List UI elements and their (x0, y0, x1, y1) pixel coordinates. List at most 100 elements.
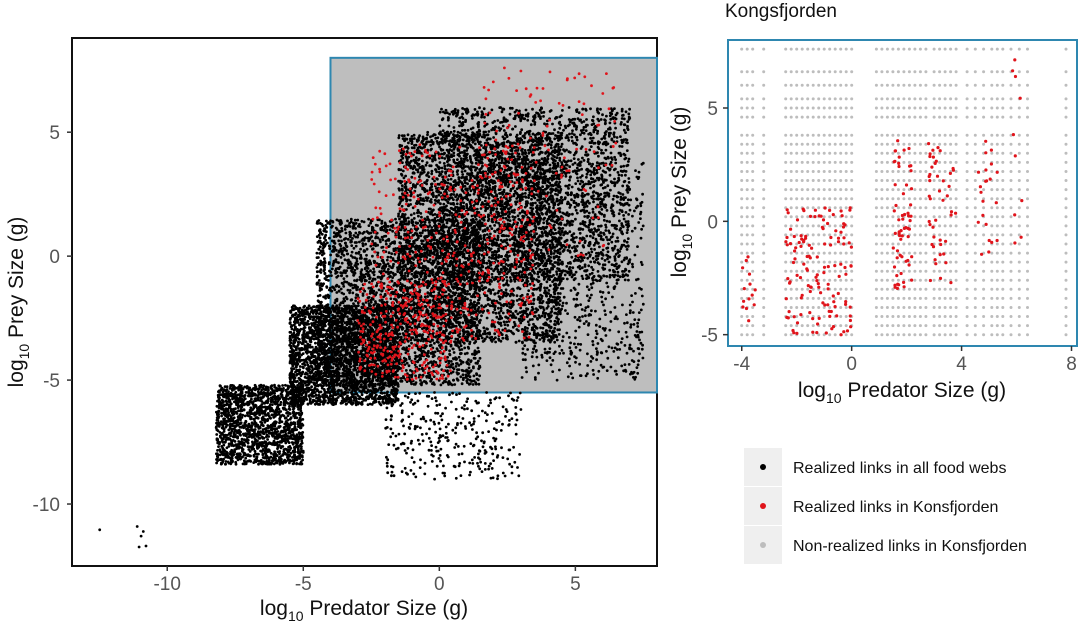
black-point (314, 328, 318, 332)
black-point (237, 397, 241, 401)
black-point (349, 386, 353, 389)
black-point (347, 374, 351, 377)
black-point (290, 390, 293, 393)
black-point (382, 269, 386, 273)
black-point (314, 341, 317, 345)
black-point (261, 396, 264, 399)
black-point (352, 386, 356, 390)
black-point (241, 401, 245, 405)
black-point (449, 371, 453, 375)
black-point (277, 394, 280, 398)
black-point (333, 339, 337, 343)
black-point (135, 525, 139, 528)
black-point (244, 391, 248, 394)
black-point (296, 394, 300, 397)
black-point (251, 442, 255, 445)
black-point (285, 453, 288, 456)
black-point (370, 393, 374, 396)
black-point (312, 382, 316, 386)
black-point (300, 402, 304, 405)
black-point (263, 391, 266, 395)
black-point (308, 399, 312, 403)
black-point (215, 418, 219, 422)
black-point (256, 394, 260, 398)
black-point (309, 371, 312, 375)
black-point (254, 385, 258, 389)
black-point (242, 451, 246, 455)
black-point (231, 393, 235, 396)
black-point (240, 395, 244, 398)
black-point (232, 427, 236, 431)
black-point (222, 435, 226, 439)
black-point (246, 432, 250, 436)
black-point (339, 361, 343, 364)
black-point (216, 449, 219, 452)
black-point (259, 449, 262, 453)
black-point (220, 458, 224, 462)
black-point (219, 420, 223, 423)
black-point (300, 422, 304, 426)
black-point (240, 446, 244, 450)
black-point (259, 391, 262, 395)
black-point (229, 419, 233, 423)
black-point (351, 291, 355, 295)
black-point (223, 417, 227, 421)
black-point (313, 387, 317, 391)
black-point (261, 431, 265, 435)
black-point (270, 428, 274, 432)
black-point (269, 455, 273, 459)
black-point (390, 252, 394, 256)
black-point (372, 388, 376, 392)
black-point (288, 321, 292, 325)
black-point (260, 408, 263, 412)
black-point (321, 400, 324, 404)
black-point (305, 372, 309, 376)
black-point (245, 453, 249, 457)
black-point (343, 390, 347, 394)
black-point (348, 398, 352, 402)
black-point (365, 391, 369, 395)
black-point (390, 400, 393, 404)
black-point (368, 402, 372, 406)
black-point (269, 400, 273, 404)
black-point (288, 458, 292, 462)
black-point (304, 384, 308, 387)
black-point (244, 460, 247, 464)
black-point (236, 435, 240, 438)
black-point (299, 318, 303, 322)
black-point (253, 388, 257, 392)
black-point (367, 397, 370, 400)
black-point (330, 385, 334, 388)
black-point (376, 358, 380, 362)
black-point (265, 457, 268, 460)
black-point (377, 313, 381, 317)
black-point (322, 366, 325, 369)
black-point (243, 438, 247, 442)
black-point (307, 388, 310, 392)
black-point (234, 407, 237, 411)
black-point (237, 388, 241, 392)
black-point (335, 346, 339, 349)
black-point (263, 446, 267, 449)
black-point (240, 409, 244, 412)
black-point (394, 388, 398, 392)
black-point (302, 326, 306, 330)
black-point (360, 375, 363, 379)
black-point (223, 440, 227, 444)
black-point (293, 345, 296, 348)
black-point (298, 311, 302, 315)
black-point (278, 421, 281, 425)
black-point (240, 390, 244, 394)
black-point (255, 455, 259, 459)
black-point (336, 396, 340, 399)
black-point (343, 400, 347, 403)
black-point (243, 397, 247, 401)
black-point (320, 232, 324, 236)
black-point (307, 369, 311, 372)
black-point (382, 383, 386, 386)
black-point (227, 445, 231, 448)
black-point (297, 308, 300, 312)
black-point (276, 445, 280, 448)
black-point (291, 359, 295, 363)
